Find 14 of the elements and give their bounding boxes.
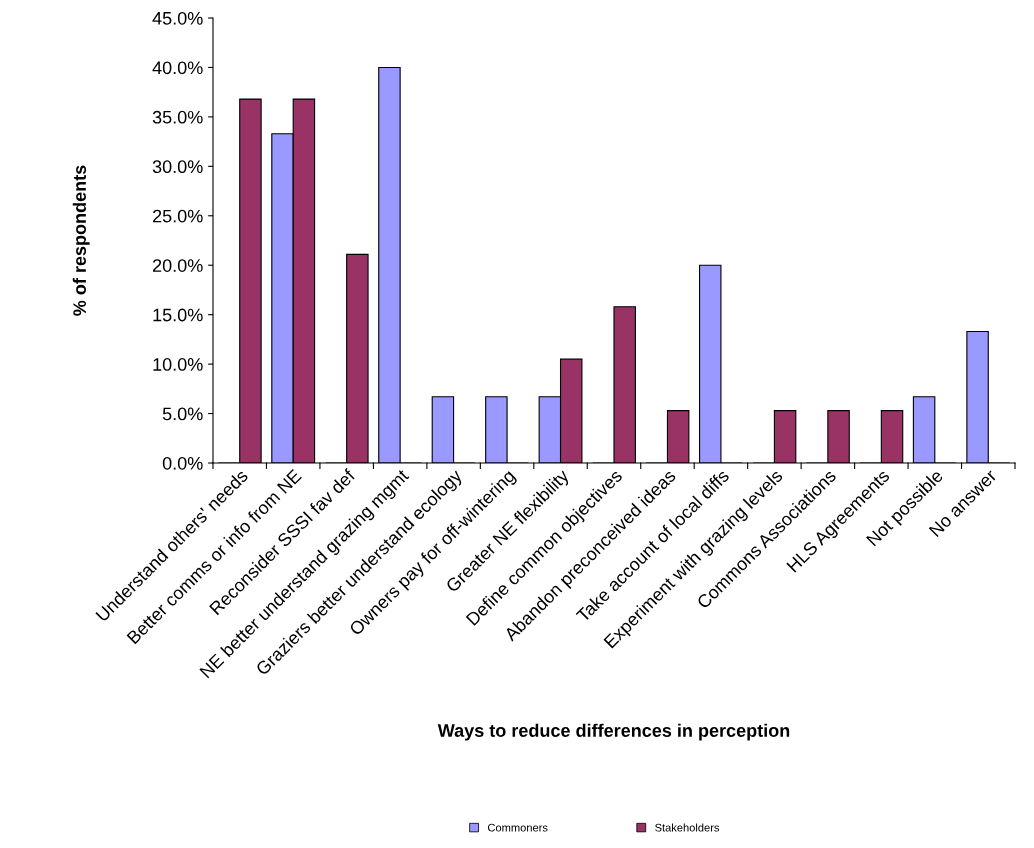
y-tick-label: 15.0%: [153, 308, 203, 322]
y-tick-label: 45.0%: [152, 11, 203, 25]
y-tick-label: 30.0%: [152, 160, 203, 174]
y-tick-label: 10.0%: [153, 358, 203, 371]
y-tick-label: 25.0%: [152, 209, 203, 223]
y-tick-label: 40.0%: [152, 61, 203, 75]
y-tick-label: 5.0%: [162, 407, 203, 421]
y-axis-title: % of respondents: [72, 165, 90, 316]
x-axis-title: Ways to reduce differences in perception: [437, 723, 790, 741]
legend-label: Commoners: [487, 823, 548, 832]
y-tick-label: 20.0%: [152, 259, 203, 272]
y-tick-label: 0.0%: [162, 456, 203, 470]
legend-label: Stakeholders: [655, 823, 720, 832]
y-tick-label: 35.0%: [152, 110, 203, 124]
